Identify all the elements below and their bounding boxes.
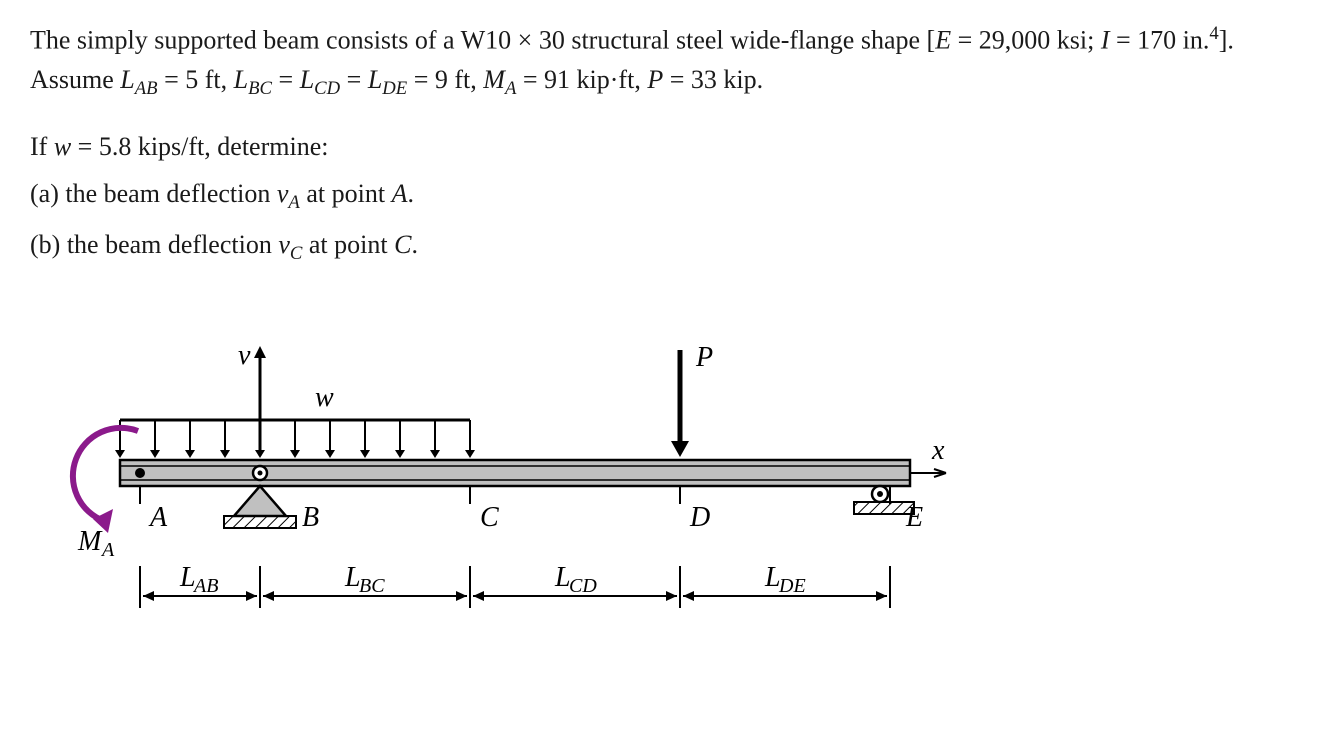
text: = 91 kip·ft, xyxy=(516,65,647,94)
svg-text:D: D xyxy=(689,502,710,533)
text: (b) the beam deflection xyxy=(30,230,278,259)
paragraph-4: (b) the beam deflection vC at point C. xyxy=(30,225,1296,268)
problem-statement: The simply supported beam consists of a … xyxy=(30,20,1296,268)
text: at point xyxy=(300,179,392,208)
point-C: C xyxy=(394,230,411,259)
var-E: E xyxy=(935,26,951,55)
text: = 29,000 ksi; xyxy=(951,26,1101,55)
text: = 33 kip. xyxy=(663,65,763,94)
svg-text:w: w xyxy=(315,382,334,413)
var-L: L xyxy=(300,65,314,94)
svg-text:P: P xyxy=(695,342,713,373)
svg-text:M: M xyxy=(77,526,103,557)
sub: C xyxy=(290,243,302,264)
paragraph-1: The simply supported beam consists of a … xyxy=(30,20,1296,103)
text: If xyxy=(30,132,54,161)
text: = 9 ft, xyxy=(407,65,483,94)
var-v: v xyxy=(277,179,289,208)
point-A: A xyxy=(392,179,408,208)
sub: DE xyxy=(382,78,407,99)
beam-diagram: vwPxABCDEMALABLBCLCDLDE xyxy=(30,300,1296,680)
text: = xyxy=(340,65,368,94)
svg-text:BC: BC xyxy=(359,575,385,597)
text: = 170 in. xyxy=(1109,26,1209,55)
svg-text:v: v xyxy=(238,340,251,371)
var-P: P xyxy=(647,65,663,94)
sub: A xyxy=(288,192,299,213)
sub: CD xyxy=(314,78,340,99)
svg-text:C: C xyxy=(480,502,499,533)
sub: AB xyxy=(135,78,158,99)
text: . xyxy=(407,179,414,208)
var-L: L xyxy=(234,65,248,94)
sub: BC xyxy=(248,78,272,99)
svg-text:A: A xyxy=(100,539,115,561)
paragraph-2: If w = 5.8 kips/ft, determine: xyxy=(30,127,1296,166)
beam-svg: vwPxABCDEMALABLBCLCDLDE xyxy=(30,300,970,680)
exponent: 4 xyxy=(1209,23,1218,44)
svg-text:x: x xyxy=(931,435,945,466)
text: (a) the beam deflection xyxy=(30,179,277,208)
var-M: M xyxy=(483,65,505,94)
var-w: w xyxy=(54,132,71,161)
text: at point xyxy=(302,230,394,259)
svg-text:AB: AB xyxy=(192,575,218,597)
sub: A xyxy=(505,78,516,99)
text: = xyxy=(272,65,300,94)
svg-text:CD: CD xyxy=(569,575,597,597)
svg-text:DE: DE xyxy=(778,575,806,597)
text: = 5.8 kips/ft, determine: xyxy=(71,132,328,161)
text: The simply supported beam consists of a … xyxy=(30,26,935,55)
var-L: L xyxy=(120,65,134,94)
var-L: L xyxy=(368,65,382,94)
svg-text:E: E xyxy=(905,502,923,533)
text: = 5 ft, xyxy=(158,65,234,94)
text: . xyxy=(411,230,418,259)
svg-text:B: B xyxy=(302,502,319,533)
paragraph-3: (a) the beam deflection vA at point A. xyxy=(30,174,1296,217)
svg-text:A: A xyxy=(148,502,168,533)
var-v: v xyxy=(278,230,290,259)
